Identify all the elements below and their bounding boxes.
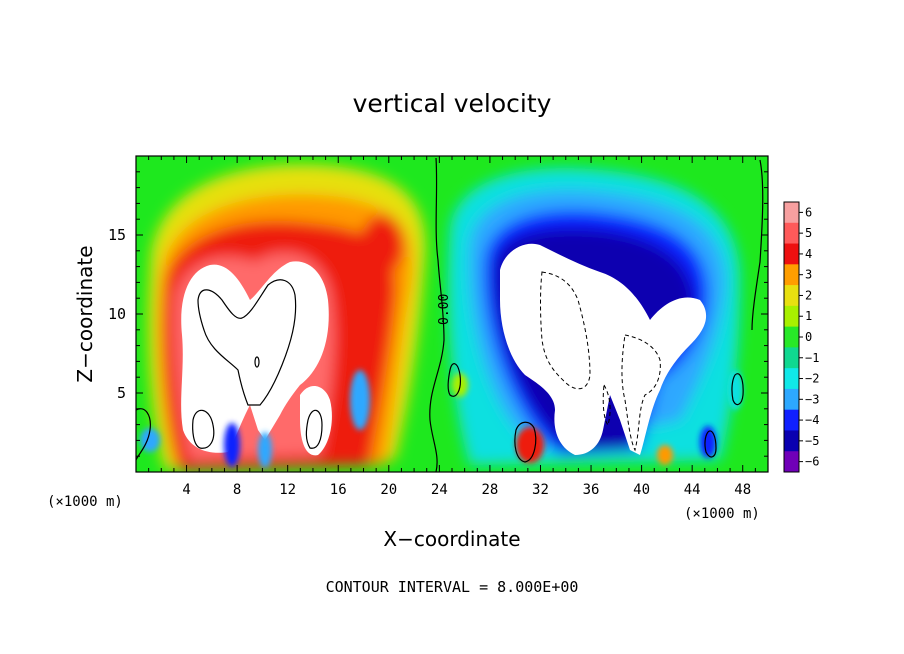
pos-contour-8 [197, 279, 297, 406]
zero-contour [429, 157, 445, 472]
x-tick-label: 12 [279, 482, 296, 498]
contour-interval-note: CONTOUR INTERVAL = 8.000E+00 [326, 578, 579, 596]
x-tick-label: 16 [330, 482, 347, 498]
updraft-red-top [360, 215, 404, 275]
contour-blob-c [704, 430, 717, 458]
contour-value-label: 0.00 [437, 294, 452, 325]
x-tick-label: 48 [734, 482, 751, 498]
colorbar-label: −5 [805, 434, 819, 448]
neg-contours [540, 271, 661, 452]
pos-contour-c [305, 409, 323, 449]
colorbar-label: −1 [805, 351, 819, 365]
x-unit-right: (×1000 m) [684, 506, 760, 522]
neg-contour-b [621, 334, 661, 452]
colorbar-swatch [784, 388, 799, 411]
colorbar-swatch [784, 368, 799, 390]
x-tick-label: 4 [182, 482, 190, 498]
x-tick-label: 44 [684, 482, 701, 498]
contour-blob-d [731, 373, 744, 406]
colorbar-swatch [784, 285, 799, 307]
surface-blue-right [700, 426, 716, 458]
x-tick-label: 24 [431, 482, 448, 498]
colorbar-swatch [784, 347, 799, 369]
x-unit-left: (×1000 m) [47, 494, 123, 510]
x-tick-label: 20 [380, 482, 397, 498]
contour-blob-a [447, 363, 461, 397]
neg-contour-c [602, 383, 611, 427]
y-tick-label: 5 [117, 384, 126, 402]
chart-title: vertical velocity [353, 89, 552, 118]
zero-contour-right [751, 159, 764, 331]
neg-contour-a [540, 271, 591, 390]
colorbar-swatch [784, 430, 799, 452]
colorbar-label: 6 [805, 205, 812, 219]
x-tick-label: 8 [233, 482, 241, 498]
surface-blue-b [258, 432, 272, 468]
colorbar-swatch [784, 202, 799, 224]
colorbar-swatch [784, 222, 799, 245]
colorbar-label: 3 [805, 268, 812, 282]
x-tick-label: 28 [481, 482, 498, 498]
x-tick-label: 36 [583, 482, 600, 498]
pos-contour-small [254, 356, 260, 368]
updraft-core-right [300, 385, 332, 456]
colorbar-swatch [784, 326, 799, 348]
y-axis-label: Z−coordinate [73, 245, 97, 382]
surface-cyan-right [727, 370, 743, 410]
y-tick-label: 15 [108, 226, 126, 244]
colorbar-label: −2 [805, 372, 819, 386]
colorbar-label: 2 [805, 288, 812, 302]
colorbar-label: 4 [805, 247, 812, 261]
colorbar-label: 1 [805, 309, 812, 323]
pos-contour-b [192, 409, 215, 449]
x-axis-label: X−coordinate [383, 527, 520, 551]
contours [136, 157, 764, 472]
colorbar-swatch [784, 451, 799, 473]
colorbar-label: −4 [805, 413, 819, 427]
surface-red-right [516, 427, 544, 463]
x-tick-label: 32 [532, 482, 549, 498]
zero-contour-left [136, 408, 151, 461]
colorbar-label: 5 [805, 226, 812, 240]
contour-blob-b [514, 421, 537, 463]
colorbar: 6 5 4 3 2 1 0 −1 −2 −3 −4 −5 −6 [783, 201, 819, 473]
downdraft-core [500, 243, 707, 455]
colorbar-label: −3 [805, 392, 819, 406]
colorbar-swatch [784, 243, 799, 265]
updraft-core [181, 261, 329, 453]
colorbar-swatch [784, 409, 799, 431]
y-tick-label: 10 [108, 305, 126, 323]
colorbar-label: −6 [805, 455, 819, 469]
velocity-field [136, 156, 768, 472]
colorbar-swatch [784, 264, 799, 286]
colorbar-swatch [784, 305, 799, 328]
colorbar-label: 0 [805, 330, 812, 344]
surface-blue-c [350, 370, 370, 430]
x-tick-label: 40 [633, 482, 650, 498]
surface-blue-mid [224, 423, 240, 467]
surface-orange-b [657, 445, 673, 465]
